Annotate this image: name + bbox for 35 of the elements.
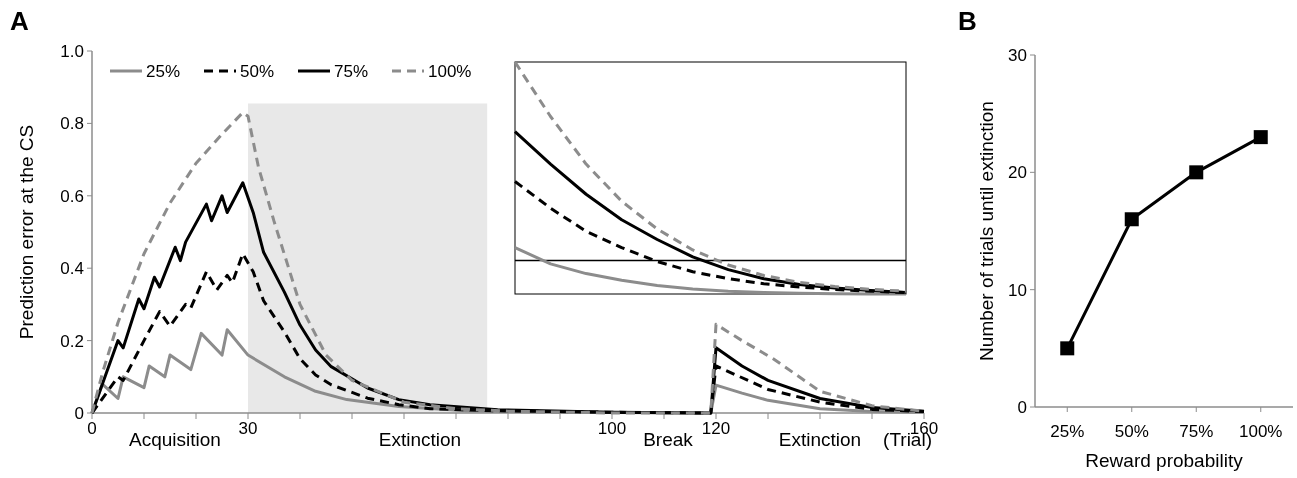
text: Extinction (778, 429, 862, 450)
point (1060, 341, 1075, 356)
y-tick-label: 20 (1008, 163, 1027, 183)
legend-label: 75% (334, 61, 369, 81)
legend-label: 50% (240, 61, 275, 81)
legend-label: 100% (428, 61, 472, 81)
text: Extinction (378, 429, 462, 450)
x-tick-label: 0 (87, 419, 97, 438)
y-tick-label: 30 (1008, 45, 1027, 65)
y-tick-label: 0.2 (60, 331, 84, 351)
x-tick-label: 100 (597, 419, 627, 438)
x-tick-label: 120 (701, 419, 731, 438)
chart-title: A (10, 6, 29, 36)
text: Acquisition (129, 429, 221, 450)
x-tick-label: 25% (1050, 422, 1085, 441)
x-tick-label: 50% (1114, 422, 1149, 441)
y-tick-label: 1.0 (60, 41, 84, 61)
legend-label: 25% (146, 61, 181, 81)
y-axis-title: Number of trials until extinction (976, 101, 997, 361)
y-tick-label: 0 (74, 403, 84, 423)
x-axis-title: Reward probability (1085, 450, 1244, 471)
x-tick-label: 30 (238, 419, 258, 438)
y-tick-label: 0.4 (60, 259, 84, 279)
point (1124, 212, 1139, 227)
y-tick-label: 10 (1008, 280, 1027, 300)
text: Break (643, 429, 694, 450)
point (1189, 165, 1204, 180)
x-tick-label: 100% (1239, 422, 1283, 441)
chart-title: B (958, 6, 977, 36)
y-tick-label: 0.6 (60, 186, 84, 206)
point (1253, 130, 1268, 145)
x-tick-label: 75% (1179, 422, 1214, 441)
y-tick-label: 0.8 (60, 114, 84, 134)
y-axis-title: Prediction error at the CS (16, 124, 37, 340)
y-tick-label: 0 (1017, 397, 1027, 417)
